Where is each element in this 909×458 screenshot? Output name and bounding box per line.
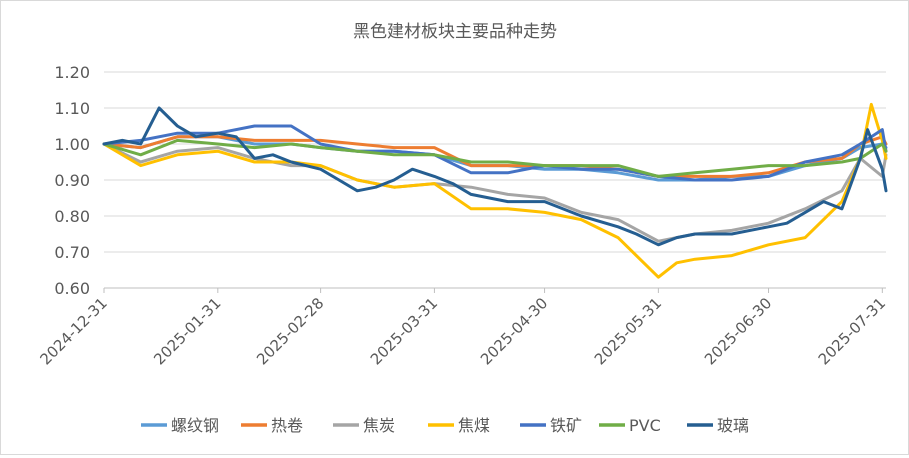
x-tick-label-2: 2025-02-28 [253, 294, 327, 368]
x-tick-label-0: 2024-12-31 [36, 294, 110, 368]
x-tick-label-4: 2025-04-30 [477, 294, 551, 368]
y-axis-ticks: 0.60 0.70 0.80 0.90 1.00 1.10 1.20 [54, 63, 90, 298]
x-tick-label-5: 2025-05-31 [591, 294, 665, 368]
chart-title: 黑色建材板块主要品种走势 [353, 22, 557, 42]
series-line-5 [102, 138, 888, 178]
y-tick-label-3: 0.90 [54, 171, 90, 190]
legend-label-6: 玻璃 [717, 416, 749, 435]
y-tick-label-6: 1.20 [54, 63, 90, 82]
x-tick-label-1: 2025-01-31 [150, 294, 224, 368]
y-tick-label-5: 1.10 [54, 99, 90, 118]
legend-label-3: 焦煤 [458, 416, 490, 435]
legend-label-1: 热卷 [271, 416, 303, 435]
x-tick-label-3: 2025-03-31 [367, 294, 441, 368]
legend-label-5: PVC [629, 416, 661, 435]
series-lines [102, 102, 888, 279]
x-tick-label-6: 2025-06-30 [701, 294, 775, 368]
series-line-6 [102, 106, 888, 247]
series-line-2 [102, 142, 888, 243]
series-line-4 [102, 124, 888, 182]
series-line-1 [102, 135, 888, 178]
legend-label-0: 螺纹钢 [171, 416, 219, 435]
x-axis: 2024-12-31 2025-01-31 2025-02-28 2025-03-31… [36, 287, 889, 368]
y-tick-label-4: 1.00 [54, 135, 90, 154]
y-tick-label-1: 0.70 [54, 243, 90, 262]
grid-lines [104, 71, 886, 289]
legend-label-2: 焦炭 [363, 416, 395, 435]
legend-label-4: 铁矿 [550, 416, 582, 435]
legend: 螺纹钢 热卷 焦炭 焦煤 铁矿 PVC 玻璃 [141, 416, 749, 435]
y-tick-label-2: 0.80 [54, 207, 90, 226]
x-tick-label-7: 2025-07-31 [815, 294, 889, 368]
y-tick-label-0: 0.60 [54, 279, 90, 298]
